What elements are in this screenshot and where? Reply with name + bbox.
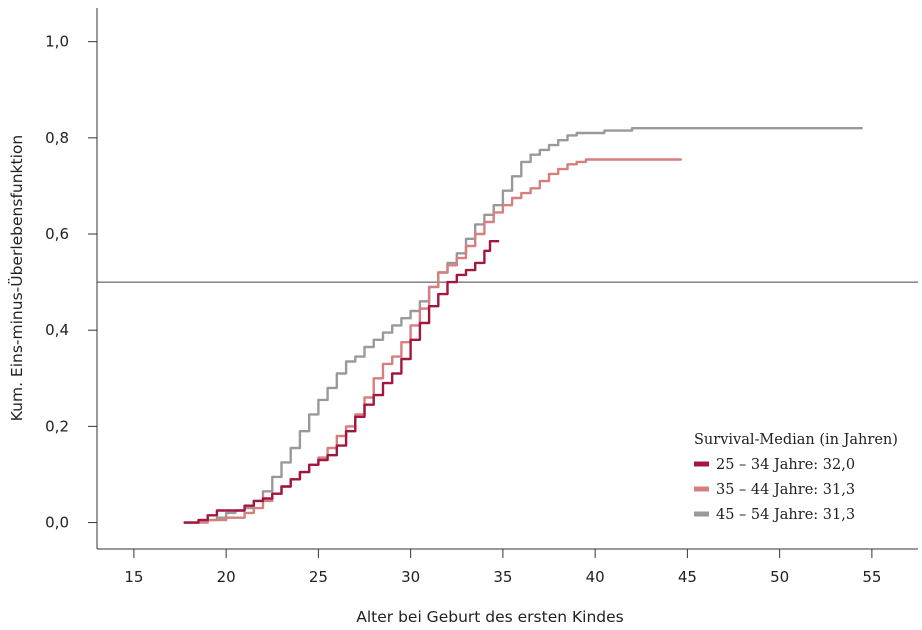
series-line-3 <box>183 126 863 524</box>
x-ticks: 15 20 25 30 35 40 45 50 55 <box>124 549 881 586</box>
y-tick-label: 1,0 <box>45 33 69 51</box>
x-tick-label: 50 <box>770 568 789 586</box>
legend-items: 25 – 34 Jahre: 32,0 35 – 44 Jahre: 31,3 45… <box>694 457 855 523</box>
x-tick-label: 40 <box>586 568 605 586</box>
axes <box>96 8 918 550</box>
x-tick-label: 45 <box>678 568 697 586</box>
x-tick-label: 20 <box>217 568 236 586</box>
legend-label: 25 – 34 Jahre: 32,0 <box>716 457 855 473</box>
y-axis-title: Kum. Eins-minus-Überlebensfunktion <box>7 135 26 421</box>
x-tick-label: 55 <box>862 568 881 586</box>
x-tick-label: 35 <box>493 568 512 586</box>
x-tick-label: 25 <box>309 568 328 586</box>
series-layer <box>183 126 863 524</box>
y-tick-label: 0,8 <box>45 129 69 147</box>
legend-title: Survival-Median (in Jahren) <box>694 432 898 448</box>
legend-label: 35 – 44 Jahre: 31,3 <box>716 482 855 498</box>
y-ticks: 0,0 0,2 0,4 0,6 0,8 1,0 <box>45 33 97 532</box>
y-tick-label: 0,0 <box>45 514 69 532</box>
legend: Survival-Median (in Jahren) 25 – 34 Jahr… <box>694 432 898 523</box>
y-tick-label: 0,2 <box>45 417 69 435</box>
legend-label: 45 – 54 Jahre: 31,3 <box>716 507 855 523</box>
y-tick-label: 0,6 <box>45 225 69 243</box>
series-line-1 <box>183 240 500 524</box>
x-tick-label: 15 <box>124 568 143 586</box>
series-line-2 <box>183 158 682 524</box>
x-axis-title: Alter bei Geburt des ersten Kindes <box>356 608 624 626</box>
x-tick-label: 30 <box>401 568 420 586</box>
y-tick-label: 0,4 <box>45 321 69 339</box>
